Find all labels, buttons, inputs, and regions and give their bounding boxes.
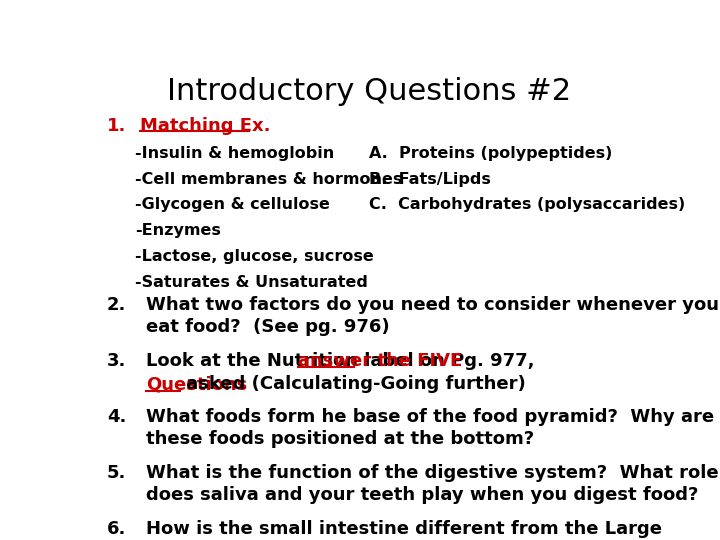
Text: 3.: 3. <box>107 352 126 370</box>
Text: 4.: 4. <box>107 408 126 426</box>
Text: 5.: 5. <box>107 464 126 482</box>
Text: -Cell membranes & hormones: -Cell membranes & hormones <box>135 172 402 187</box>
Text: -Enzymes: -Enzymes <box>135 223 220 238</box>
Text: -Insulin & hemoglobin: -Insulin & hemoglobin <box>135 146 334 161</box>
Text: B.  Fats/Lipds: B. Fats/Lipds <box>369 172 491 187</box>
Text: Look at the Nutrition label on Pg. 977,: Look at the Nutrition label on Pg. 977, <box>145 352 541 370</box>
Text: 1.: 1. <box>107 117 126 135</box>
Text: How is the small intestine different from the Large
intestine (give three differ: How is the small intestine different fro… <box>145 520 662 540</box>
Text: Matching Ex.: Matching Ex. <box>140 117 271 135</box>
Text: A.  Proteins (polypeptides): A. Proteins (polypeptides) <box>369 146 613 161</box>
Text: answer the FIVE: answer the FIVE <box>297 352 462 370</box>
Text: 2.: 2. <box>107 295 126 314</box>
Text: What two factors do you need to consider whenever you
eat food?  (See pg. 976): What two factors do you need to consider… <box>145 295 719 336</box>
Text: C.  Carbohydrates (polysaccarides): C. Carbohydrates (polysaccarides) <box>369 198 685 212</box>
Text: Introductory Questions #2: Introductory Questions #2 <box>167 77 571 106</box>
Text: What foods form he base of the food pyramid?  Why are
these foods positioned at : What foods form he base of the food pyra… <box>145 408 714 448</box>
Text: What is the function of the digestive system?  What role
does saliva and your te: What is the function of the digestive sy… <box>145 464 719 504</box>
Text: -Saturates & Unsaturated: -Saturates & Unsaturated <box>135 275 367 290</box>
Text: asked (Calculating-Going further): asked (Calculating-Going further) <box>180 375 526 394</box>
Text: Questions: Questions <box>145 375 247 394</box>
Text: -Lactose, glucose, sucrose: -Lactose, glucose, sucrose <box>135 249 374 264</box>
Text: 6.: 6. <box>107 520 126 538</box>
Text: -Glycogen & cellulose: -Glycogen & cellulose <box>135 198 330 212</box>
